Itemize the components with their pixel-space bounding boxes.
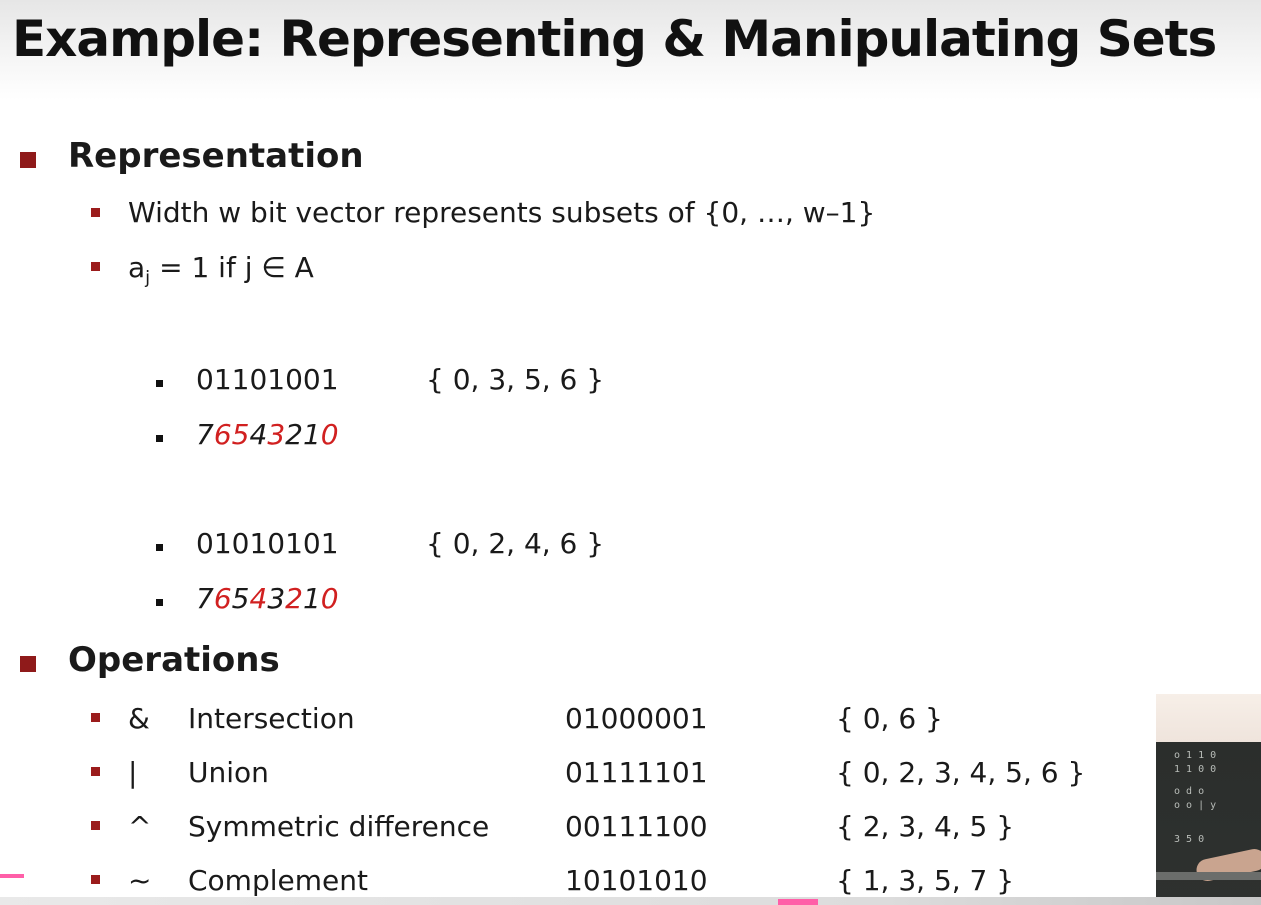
operation-row: | Union 01111101 { 0, 2, 3, 4, 5, 6 } <box>0 756 1150 796</box>
operation-name: Union <box>188 756 269 789</box>
example1-bits: 01101001 <box>196 363 339 396</box>
lecturer-video-thumbnail[interactable]: o 1 1 0 1 1 0 0 o d o o o | y 3 5 0 <box>1156 694 1261 905</box>
operation-bits: 00111100 <box>565 810 708 843</box>
operator-symbol: ^ <box>128 810 152 843</box>
chalk-tray <box>1156 872 1261 880</box>
section-bullet <box>20 152 36 168</box>
operation-bits: 10101010 <box>565 864 708 897</box>
operation-row: ~ Complement 10101010 { 1, 3, 5, 7 } <box>0 864 1150 904</box>
example2-set: { 0, 2, 4, 6 } <box>426 527 605 560</box>
list-dot <box>156 544 163 551</box>
player-marker <box>778 899 818 905</box>
list-dot <box>156 599 163 606</box>
operation-set: { 1, 3, 5, 7 } <box>836 864 1015 897</box>
list-dot <box>156 435 163 442</box>
operation-row: & Intersection 01000001 { 0, 6 } <box>0 702 1150 742</box>
sub-bullet <box>91 262 100 271</box>
operation-set: { 2, 3, 4, 5 } <box>836 810 1015 843</box>
sub-bullet <box>91 713 100 722</box>
operator-symbol: & <box>128 702 150 735</box>
representation-bullet-width: Width w bit vector represents subsets of… <box>128 196 876 229</box>
example2-bits: 01010101 <box>196 527 339 560</box>
list-dot <box>156 380 163 387</box>
player-marker <box>0 874 24 878</box>
sub-bullet <box>91 767 100 776</box>
example2-index: 76543210 <box>196 582 339 615</box>
operation-bits: 01000001 <box>565 702 708 735</box>
operation-set: { 0, 6 } <box>836 702 943 735</box>
representation-bullet-membership: aj = 1 if j ∈ A <box>128 251 314 289</box>
operation-set: { 0, 2, 3, 4, 5, 6 } <box>836 756 1086 789</box>
section-heading-operations: Operations <box>68 640 280 680</box>
operation-name: Complement <box>188 864 368 897</box>
operator-symbol: | <box>128 756 138 789</box>
sub-bullet <box>91 208 100 217</box>
section-heading-representation: Representation <box>68 136 364 176</box>
operation-name: Intersection <box>188 702 355 735</box>
section-bullet <box>20 656 36 672</box>
sub-bullet <box>91 821 100 830</box>
operation-name: Symmetric difference <box>188 810 490 843</box>
operation-row: ^ Symmetric difference 00111100 { 2, 3, … <box>0 810 1150 850</box>
title-band <box>0 0 1261 100</box>
sub-bullet <box>91 875 100 884</box>
video-player-bar[interactable] <box>0 897 1261 905</box>
slide-title: Example: Representing & Manipulating Set… <box>12 10 1217 68</box>
operation-bits: 01111101 <box>565 756 708 789</box>
example1-index: 76543210 <box>196 418 339 451</box>
example1-set: { 0, 3, 5, 6 } <box>426 363 605 396</box>
operator-symbol: ~ <box>128 864 152 897</box>
